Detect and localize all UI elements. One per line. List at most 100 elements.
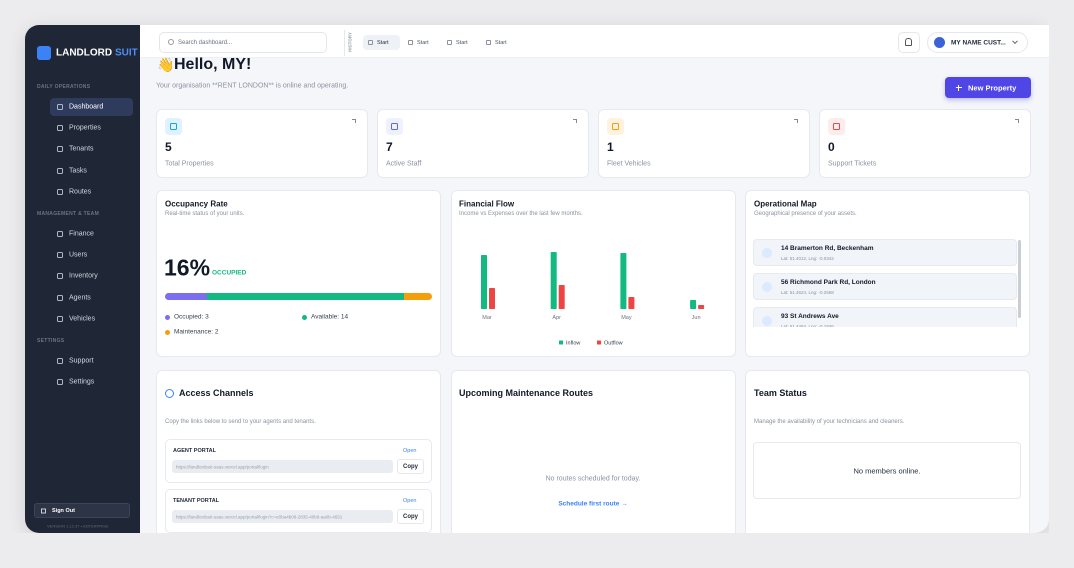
stat-label: Support Tickets bbox=[828, 160, 877, 168]
portal-url: https://landlordsuit-saas.vercel.app/por… bbox=[176, 514, 343, 519]
bar bbox=[698, 305, 705, 309]
nav-label: Routes bbox=[69, 188, 92, 196]
frame-mask-right bbox=[1049, 0, 1074, 568]
panel bbox=[451, 370, 736, 545]
empty-box bbox=[753, 442, 1021, 499]
globe-icon bbox=[165, 389, 174, 398]
stat-value: 5 bbox=[165, 140, 172, 154]
panel-subtitle: Geographical presence of your assets. bbox=[754, 211, 857, 217]
copy-button[interactable] bbox=[397, 459, 424, 474]
legend-label: Inflow bbox=[566, 341, 580, 347]
legend-dot bbox=[165, 314, 170, 320]
occupancy-segment bbox=[207, 293, 404, 300]
nav-icon bbox=[57, 358, 63, 364]
nav-label: Tenants bbox=[69, 145, 94, 153]
location-name: 93 St Andrews Ave bbox=[781, 313, 839, 320]
portal-name: AGENT PORTAL bbox=[173, 448, 216, 454]
portal-url-box bbox=[172, 460, 393, 473]
location-coords: Lat: 51.4012, Lng: -0.0342 bbox=[781, 256, 834, 261]
nav-label: Dashboard bbox=[69, 103, 104, 111]
portal-open[interactable]: Open bbox=[403, 498, 417, 504]
panel-title: Team Status bbox=[754, 388, 807, 398]
brand-logo bbox=[37, 46, 51, 60]
location-coords: Lat: 51.4484, Lng: -0.1936 bbox=[781, 324, 834, 327]
bar bbox=[489, 288, 495, 309]
button-label: New Property bbox=[968, 83, 1017, 92]
location-name: 56 Richmond Park Rd, London bbox=[781, 279, 876, 286]
nav-icon bbox=[57, 125, 63, 132]
nav-label: Settings bbox=[69, 378, 95, 386]
legend-label: Available: 14 bbox=[311, 313, 349, 321]
location-card[interactable]: 14 Bramerton Rd, Beckenham Lat: 51.4012, … bbox=[753, 239, 1017, 266]
scrollbar bbox=[1018, 240, 1021, 318]
portal-open[interactable]: Open bbox=[403, 448, 417, 454]
stat-value: 7 bbox=[386, 140, 393, 154]
user-name: MY NAME CUST... bbox=[951, 39, 1006, 46]
nav-label: Inventory bbox=[69, 272, 98, 280]
stat-label: Active Staff bbox=[386, 160, 422, 168]
search-icon bbox=[168, 39, 174, 45]
portal-url: https://landlordsuit-saas.vercel.app/por… bbox=[176, 464, 269, 469]
location-name: 14 Bramerton Rd, Beckenham bbox=[781, 245, 874, 252]
nav-icon bbox=[57, 167, 63, 174]
stat-arrow bbox=[573, 119, 577, 123]
location-list: 14 Bramerton Rd, Beckenham Lat: 51.4012, … bbox=[753, 239, 1017, 327]
stat-value: 0 bbox=[828, 140, 835, 154]
sign-out-button[interactable] bbox=[34, 503, 130, 518]
divider bbox=[344, 30, 345, 56]
stat-card bbox=[819, 109, 1031, 178]
legend-swatch bbox=[597, 340, 601, 345]
panel-subtitle: Copy the links below to send to your age… bbox=[165, 419, 316, 425]
tab-icon bbox=[408, 40, 413, 45]
bar-chart: Mar Apr May Jun Inflow Outflow bbox=[481, 252, 705, 347]
tab-label: Start bbox=[417, 39, 429, 46]
tab-label: Start bbox=[377, 39, 389, 46]
nav-item[interactable] bbox=[50, 98, 133, 116]
panel-title: Financial Flow bbox=[459, 199, 515, 209]
stat-card bbox=[377, 109, 589, 178]
panel bbox=[451, 190, 736, 357]
panel bbox=[156, 190, 441, 357]
greeting-title: Hello, MY! bbox=[174, 56, 252, 73]
location-card[interactable]: 93 St Andrews Ave Lat: 51.4484, Lng: -0.1… bbox=[753, 307, 1017, 327]
copy-button[interactable] bbox=[397, 509, 424, 524]
history-tab[interactable] bbox=[363, 35, 400, 50]
tab-label: Start bbox=[456, 39, 468, 46]
panel-subtitle: Real-time status of your units. bbox=[165, 211, 245, 217]
stat-icon-glyph bbox=[170, 123, 177, 130]
empty-message: No routes scheduled for today. bbox=[545, 475, 641, 483]
user-menu[interactable] bbox=[927, 32, 1028, 53]
legend-label: Maintenance: 2 bbox=[174, 328, 219, 336]
history-label: HISTORY bbox=[347, 32, 353, 52]
bell-button[interactable] bbox=[898, 32, 920, 53]
stat-icon bbox=[607, 118, 624, 135]
bar bbox=[550, 252, 557, 309]
location-pin bbox=[762, 316, 772, 326]
new-property-button[interactable] bbox=[945, 77, 1031, 98]
copy-label: Copy bbox=[403, 513, 418, 520]
bar bbox=[481, 255, 487, 309]
bar bbox=[628, 297, 635, 309]
nav-label: Users bbox=[69, 251, 88, 259]
user-avatar bbox=[934, 37, 945, 48]
search-box[interactable] bbox=[159, 32, 327, 53]
stat-icon-glyph bbox=[612, 123, 619, 130]
schedule-link[interactable]: Schedule first route → bbox=[558, 500, 628, 508]
panel bbox=[745, 370, 1030, 545]
location-coords: Lat: 51.4624, Lng: -0.2668 bbox=[781, 290, 834, 295]
nav-icon bbox=[57, 146, 63, 153]
stat-card bbox=[598, 109, 810, 178]
x-tick-label: Apr bbox=[552, 315, 561, 321]
x-tick-label: Jun bbox=[692, 315, 701, 321]
legend-dot bbox=[302, 314, 307, 320]
location-pin bbox=[762, 282, 772, 292]
stat-value: 1 bbox=[607, 140, 614, 154]
stat-icon-glyph bbox=[833, 123, 840, 130]
bar bbox=[558, 285, 565, 309]
nav-icon bbox=[57, 231, 63, 237]
location-card[interactable]: 56 Richmond Park Rd, London Lat: 51.4624,… bbox=[753, 273, 1017, 300]
occupancy-segment bbox=[403, 293, 432, 300]
panel-title: Access Channels bbox=[179, 388, 254, 398]
legend-label: Occupied: 3 bbox=[174, 313, 209, 321]
